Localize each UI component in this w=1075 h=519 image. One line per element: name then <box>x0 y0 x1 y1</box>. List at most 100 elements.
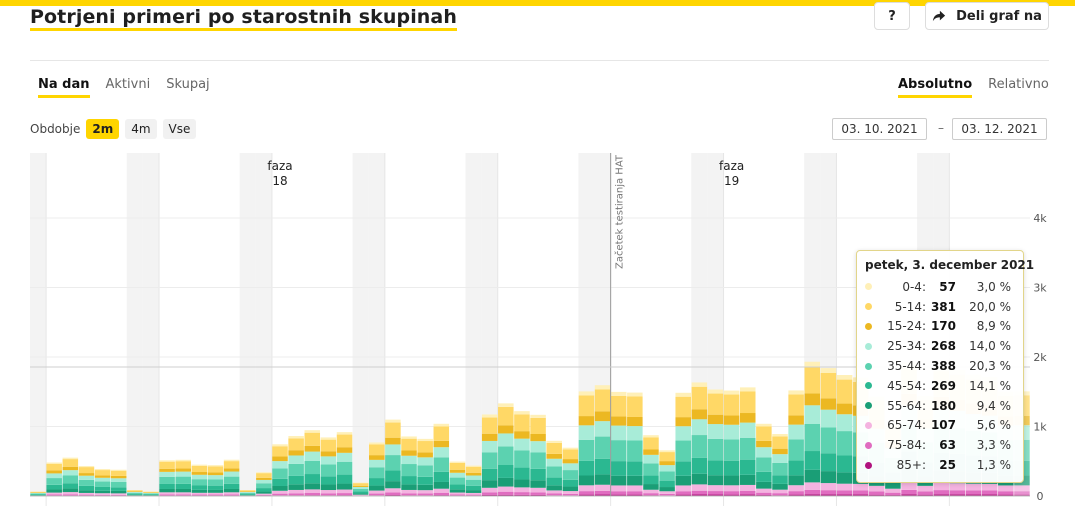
bar-segment <box>465 492 482 495</box>
tab-relativno[interactable]: Relativno <box>988 77 1049 92</box>
bar-segment <box>885 482 901 489</box>
bar-segment <box>965 494 982 496</box>
bar-segment <box>449 462 466 470</box>
bar-segment <box>772 434 788 437</box>
bar-segment <box>481 440 498 453</box>
bar-segment <box>433 471 450 482</box>
bar-segment <box>239 492 256 494</box>
bar-segment <box>659 461 675 466</box>
bar-segment <box>562 491 579 494</box>
bar-segment <box>852 483 869 491</box>
bar-segment <box>433 426 450 441</box>
bar-segment <box>723 491 740 495</box>
tooltip-row-label: 0-4: <box>902 279 926 294</box>
bar-segment <box>707 424 724 439</box>
bar-segment <box>594 494 611 496</box>
bar-segment <box>788 475 804 486</box>
bar-segment <box>836 483 853 491</box>
bar-segment <box>175 494 191 496</box>
bar-segment <box>256 483 272 489</box>
bar-segment <box>320 490 337 494</box>
bar-segment <box>465 475 482 480</box>
bar-segment <box>498 446 514 466</box>
bar-segment <box>772 462 788 476</box>
period-4m-button[interactable]: 4m <box>125 119 157 139</box>
share-button[interactable]: Deli graf na <box>925 2 1049 30</box>
bar-segment <box>756 471 772 482</box>
bar-segment <box>481 494 498 496</box>
bar-segment <box>433 492 450 496</box>
bar-segment <box>498 494 514 496</box>
bar-segment <box>110 490 127 494</box>
bar-segment <box>336 432 353 435</box>
bar-segment <box>369 490 385 494</box>
bar-segment <box>643 493 659 496</box>
bar-segment <box>207 489 224 493</box>
bar-segment <box>401 438 417 451</box>
date-separator: – <box>938 121 944 135</box>
bar-segment <box>643 484 659 490</box>
bar-segment <box>481 452 498 469</box>
date-to-input[interactable]: 03. 12. 2021 <box>952 118 1047 140</box>
bar-segment <box>659 487 675 492</box>
bar-segment <box>336 452 353 462</box>
bar-segment <box>562 486 579 492</box>
bar-segment <box>369 478 385 486</box>
bar-segment <box>401 493 417 496</box>
tooltip-row-label: 35-44: <box>887 359 926 374</box>
help-button[interactable]: ? <box>874 2 910 30</box>
bar-segment <box>756 423 772 427</box>
weekend-band <box>255 153 272 496</box>
period-vse-button[interactable]: Vse <box>162 119 197 139</box>
bar-segment <box>739 494 756 496</box>
bar-segment <box>304 489 321 494</box>
bar-segment <box>401 436 417 439</box>
tab-na-dan[interactable]: Na dan <box>38 77 90 98</box>
bar-segment <box>610 395 627 417</box>
tooltip-title: petek, 3. december 2021 <box>865 258 1035 272</box>
tab-skupaj[interactable]: Skupaj <box>166 77 210 92</box>
bar-segment <box>369 493 385 496</box>
tooltip-row: 75-84: 63 3,3 % <box>865 435 1015 455</box>
bar-segment <box>320 439 337 452</box>
tooltip-row-percent: 9,4 % <box>976 398 1011 413</box>
bar-segment <box>256 473 272 478</box>
bar-segment <box>723 475 740 486</box>
legend-dot-icon <box>865 303 872 311</box>
tab-absolutno[interactable]: Absolutno <box>898 77 973 98</box>
share-button-label: Deli graf na <box>956 8 1042 24</box>
tooltip-row-value: 180 <box>930 398 956 413</box>
bar-segment <box>78 485 95 491</box>
bar-segment <box>804 423 821 452</box>
bar-segment <box>78 490 95 493</box>
bar-segment <box>627 416 643 427</box>
bar-segment <box>143 491 159 493</box>
bar-segment <box>401 489 417 494</box>
date-from-input[interactable]: 03. 10. 2021 <box>832 118 927 140</box>
bar-segment <box>627 440 643 462</box>
bar-segment <box>514 414 530 432</box>
bar-segment <box>498 406 514 426</box>
tooltip-row-value: 268 <box>930 339 956 354</box>
bar-segment <box>62 475 79 484</box>
bar-segment <box>288 463 304 476</box>
bar-segment <box>288 493 304 496</box>
bar-segment <box>772 483 788 490</box>
tab-aktivni[interactable]: Aktivni <box>105 77 151 92</box>
bar-segment <box>836 490 853 495</box>
bar-segment <box>788 424 804 440</box>
bar-segment <box>1014 485 1030 492</box>
bar-segment <box>756 426 772 441</box>
bar-segment <box>320 493 337 496</box>
tooltip-row-percent: 5,6 % <box>976 418 1011 433</box>
bar-segment <box>804 489 821 495</box>
bar-segment <box>256 494 272 496</box>
bar-segment <box>256 477 272 480</box>
bar-segment <box>385 481 401 489</box>
bar-segment <box>610 416 627 426</box>
bar-segment <box>578 391 595 396</box>
bar-segment <box>691 435 708 458</box>
period-2m-button[interactable]: 2m <box>86 119 120 139</box>
weekend-band <box>368 153 385 496</box>
bar-segment <box>433 423 450 427</box>
